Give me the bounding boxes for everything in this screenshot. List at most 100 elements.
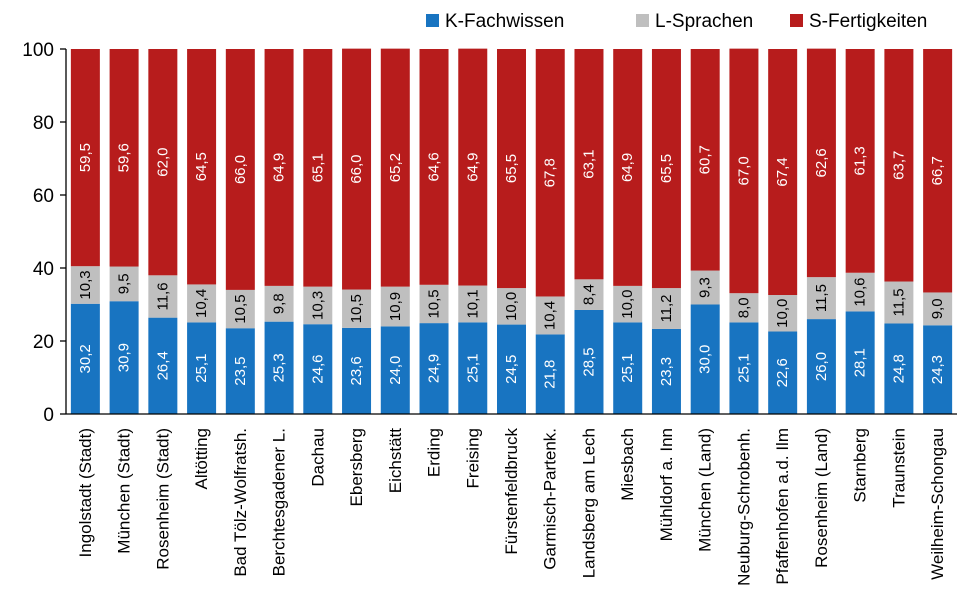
bar-segment-k-fachwissen xyxy=(380,326,410,414)
data-label: 26,4 xyxy=(154,351,171,380)
bar-segment-l-sprachen xyxy=(497,288,526,325)
data-label: 65,5 xyxy=(503,154,520,183)
data-label: 10,9 xyxy=(387,292,404,321)
bar-segment-l-sprachen xyxy=(419,284,449,324)
bar-segment-k-fachwissen xyxy=(342,327,372,414)
data-label: 23,6 xyxy=(348,356,365,385)
data-label: 10,5 xyxy=(232,294,249,323)
data-label: 10,0 xyxy=(619,290,636,319)
bar-segment-l-sprachen xyxy=(574,279,604,310)
bar-segment-k-fachwissen xyxy=(574,309,604,414)
data-label: 66,0 xyxy=(348,154,365,183)
bar-segment-k-fachwissen xyxy=(109,301,139,414)
x-tick-label: Bad Tölz-Wolfratsh. xyxy=(231,428,250,577)
data-label: 11,6 xyxy=(154,282,171,310)
bar-segment-k-fachwissen xyxy=(419,323,449,414)
bar-segment-l-sprachen xyxy=(264,285,294,322)
data-label: 25,1 xyxy=(193,354,210,383)
data-label: 59,5 xyxy=(77,143,94,172)
data-label: 65,5 xyxy=(658,154,675,183)
data-label: 9,5 xyxy=(116,273,133,294)
bar-segment-s-fertigkeiten xyxy=(70,49,100,267)
bar-segment-k-fachwissen xyxy=(70,303,100,414)
data-label: 30,9 xyxy=(116,343,133,372)
bar-segment-s-fertigkeiten xyxy=(264,49,294,286)
bar-segment-l-sprachen xyxy=(884,281,914,324)
data-label: 8,0 xyxy=(735,297,752,318)
bar-segment-s-fertigkeiten xyxy=(148,49,178,276)
bar-segment-s-fertigkeiten xyxy=(729,48,759,294)
bar-segment-k-fachwissen xyxy=(651,328,681,414)
data-label: 64,9 xyxy=(464,152,481,181)
data-label: 24,9 xyxy=(426,354,443,383)
x-tick-label: Weilheim-Schongau xyxy=(928,428,947,580)
bar-segment-s-fertigkeiten xyxy=(225,49,255,290)
data-label: 67,0 xyxy=(735,156,752,185)
x-tick-label: Eichstätt xyxy=(386,428,405,493)
data-label: 62,0 xyxy=(154,148,171,177)
x-tick-label: München (Stadt) xyxy=(115,428,134,554)
legend: K-Fachwissen L-Sprachen S-Fertigkeiten xyxy=(426,11,927,32)
bar-segment-l-sprachen xyxy=(342,289,372,328)
x-tick-label: Ebersberg xyxy=(347,428,366,506)
bar-segment-l-sprachen xyxy=(806,277,836,320)
data-label: 64,6 xyxy=(426,152,443,181)
bar-segment-s-fertigkeiten xyxy=(768,49,798,296)
data-label: 24,0 xyxy=(387,356,404,385)
data-label: 59,6 xyxy=(116,143,133,172)
bar-segment-l-sprachen xyxy=(458,285,488,323)
data-label: 10,1 xyxy=(464,289,481,318)
data-label: 22,6 xyxy=(774,358,791,387)
x-tick-label: Fürstenfeldbruck xyxy=(502,428,521,555)
y-axis: 0 20 40 60 80 100 xyxy=(22,40,67,426)
data-label: 25,3 xyxy=(271,353,288,382)
legend-swatch xyxy=(426,14,439,27)
bar-segment-k-fachwissen xyxy=(884,323,914,414)
data-label: 62,6 xyxy=(813,148,830,177)
bar-segment-l-sprachen xyxy=(535,296,565,335)
x-tick-label: Ingolstadt (Stadt) xyxy=(76,428,95,557)
data-label: 10,3 xyxy=(309,291,326,320)
bar-segment-s-fertigkeiten xyxy=(109,49,139,267)
data-label: 10,3 xyxy=(77,270,94,299)
bar-segment-l-sprachen xyxy=(923,292,953,326)
data-label: 30,2 xyxy=(77,344,94,373)
bar-segment-s-fertigkeiten xyxy=(690,49,720,271)
x-tick-label: Neuburg-Schrobenh. xyxy=(734,428,753,586)
x-tick-label: Traunstein xyxy=(889,428,908,508)
legend-label: L-Sprachen xyxy=(655,11,753,32)
x-tick-label: Freising xyxy=(463,428,482,488)
data-label: 24,5 xyxy=(503,355,520,384)
bar-segment-l-sprachen xyxy=(768,295,798,332)
data-label: 8,4 xyxy=(580,284,597,305)
bars: 30,2 10,3 59,5 30,9 9,5 59,6 26,4 11,6 62,0 25,1 1… xyxy=(70,48,953,414)
x-tick-label: Landsberg am Lech xyxy=(579,428,598,578)
bar-segment-k-fachwissen xyxy=(845,311,875,414)
data-label: 26,0 xyxy=(813,352,830,381)
bar-segment-k-fachwissen xyxy=(225,328,255,414)
data-label: 11,5 xyxy=(890,288,907,316)
data-label: 23,3 xyxy=(658,357,675,386)
data-label: 10,5 xyxy=(426,289,443,318)
bar-segment-k-fachwissen xyxy=(535,334,565,414)
bar-segment-s-fertigkeiten xyxy=(923,49,953,293)
y-tick-label: 60 xyxy=(33,186,54,207)
bar-segment-l-sprachen xyxy=(187,284,217,323)
x-tick-label: Berchtesgadener L. xyxy=(270,428,289,576)
bar-segment-k-fachwissen xyxy=(148,317,178,414)
data-label: 24,3 xyxy=(929,355,946,384)
data-label: 23,5 xyxy=(232,357,249,386)
bar-segment-l-sprachen xyxy=(70,266,100,304)
bar-segment-s-fertigkeiten xyxy=(806,48,836,278)
data-label: 65,2 xyxy=(387,153,404,182)
data-label: 28,1 xyxy=(852,348,869,377)
bar-segment-l-sprachen xyxy=(303,286,333,325)
bar-segment-s-fertigkeiten xyxy=(303,49,333,287)
x-tick-label: Starnberg xyxy=(851,428,870,503)
bar-segment-s-fertigkeiten xyxy=(380,48,410,287)
data-label: 67,4 xyxy=(774,157,791,186)
bar-segment-s-fertigkeiten xyxy=(613,49,643,286)
x-tick-label: Mühldorf a. Inn xyxy=(657,428,676,541)
data-label: 66,7 xyxy=(929,156,946,185)
